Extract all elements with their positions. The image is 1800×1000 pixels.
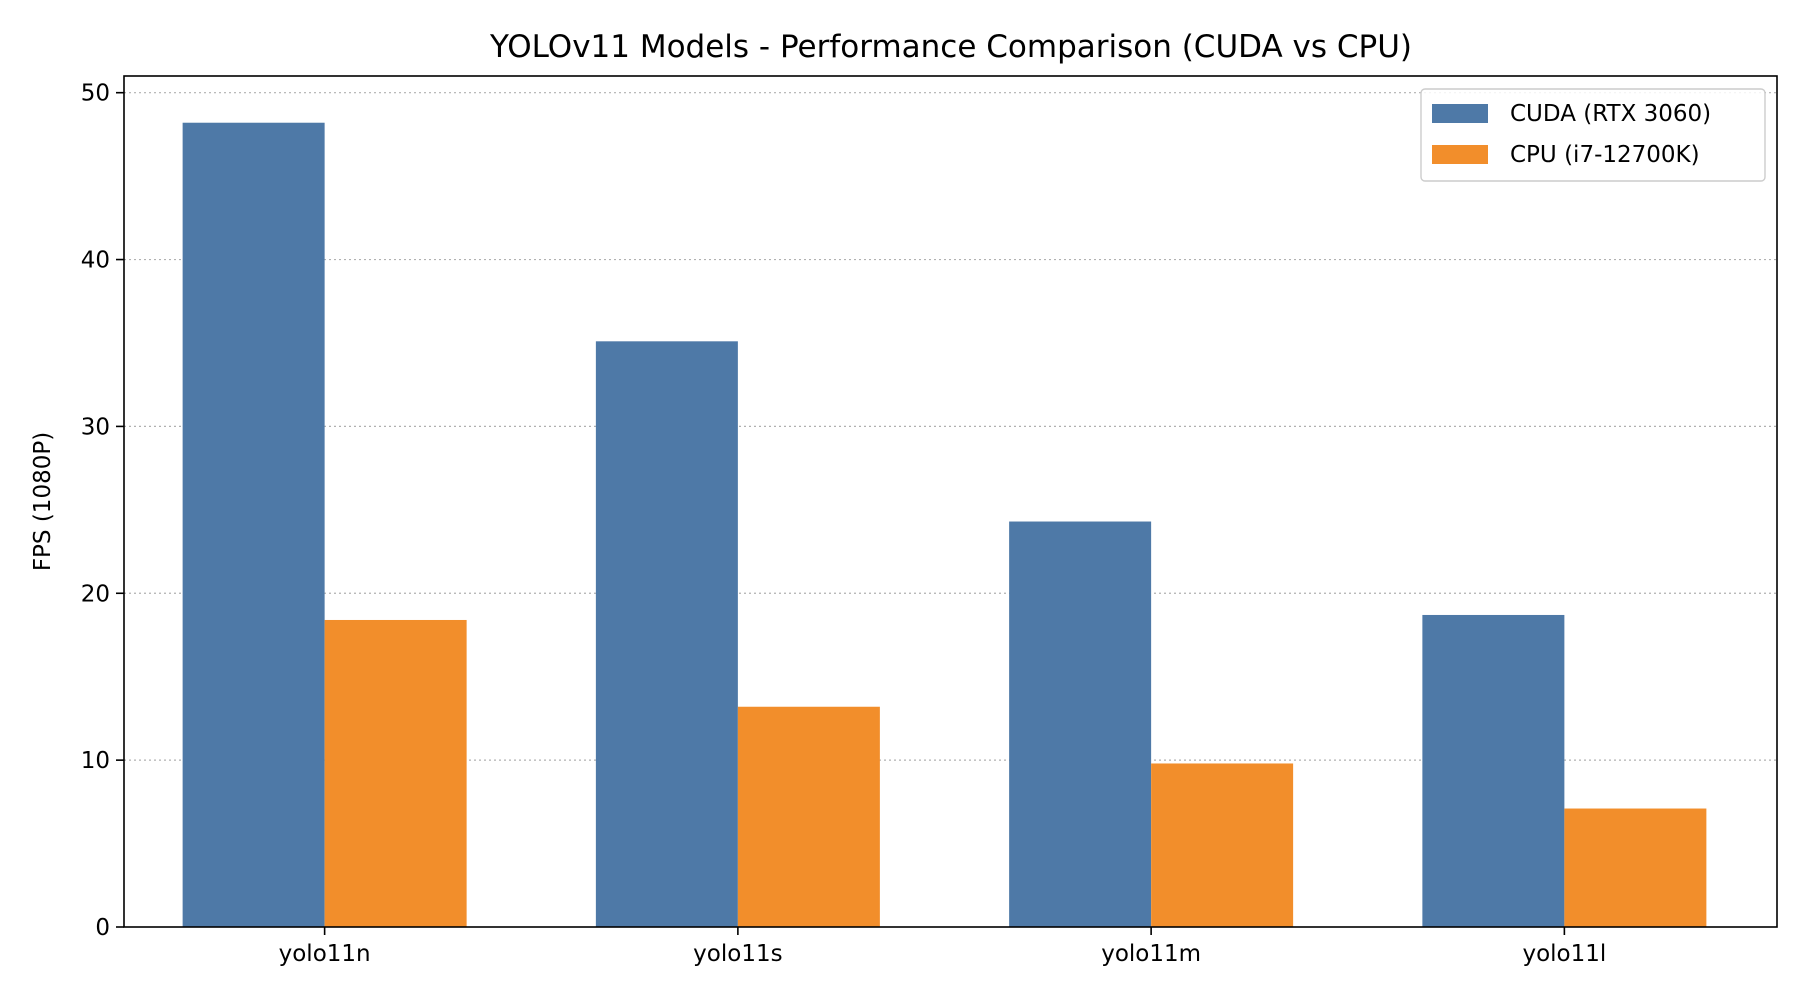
bar-cpu-yolo11n [324, 619, 467, 927]
x-tick-label-yolo11s: yolo11s [693, 941, 782, 967]
bar-cuda-yolo11m [1009, 521, 1152, 927]
chart-title: YOLOv11 Models - Performance Comparison … [489, 29, 1412, 65]
x-tick-label-yolo11n: yolo11n [279, 941, 371, 967]
bar-cpu-yolo11s [737, 706, 880, 927]
bars [182, 122, 1707, 928]
legend-swatch-cpu [1432, 145, 1488, 164]
legend-label-cuda: CUDA (RTX 3060) [1510, 101, 1711, 127]
x-tick-label-yolo11l: yolo11l [1522, 941, 1606, 967]
x-axis-ticks: yolo11n yolo11s yolo11m yolo11l [279, 927, 1606, 967]
y-axis-label: FPS (1080P) [30, 432, 56, 571]
y-tick-label: 10 [81, 748, 110, 774]
bar-cpu-yolo11m [1151, 763, 1294, 927]
legend-label-cpu: CPU (i7-12700K) [1510, 142, 1700, 168]
legend-swatch-cuda [1432, 104, 1488, 123]
bar-cuda-yolo11l [1422, 614, 1565, 927]
y-tick-label: 0 [95, 915, 110, 941]
y-tick-label: 40 [81, 248, 110, 274]
y-tick-label: 50 [81, 81, 110, 107]
y-tick-label: 30 [81, 414, 110, 440]
x-tick-label-yolo11m: yolo11m [1101, 941, 1201, 967]
y-axis-ticks: 0 10 20 30 40 50 [81, 81, 124, 941]
bar-cpu-yolo11l [1564, 808, 1707, 927]
legend-box [1420, 88, 1766, 182]
bar-cuda-yolo11s [595, 341, 738, 927]
y-tick-label: 20 [81, 581, 110, 607]
plot-frame [123, 75, 1778, 928]
legend: CUDA (RTX 3060) CPU (i7-12700K) [1420, 88, 1766, 182]
bar-cuda-yolo11n [182, 122, 325, 928]
